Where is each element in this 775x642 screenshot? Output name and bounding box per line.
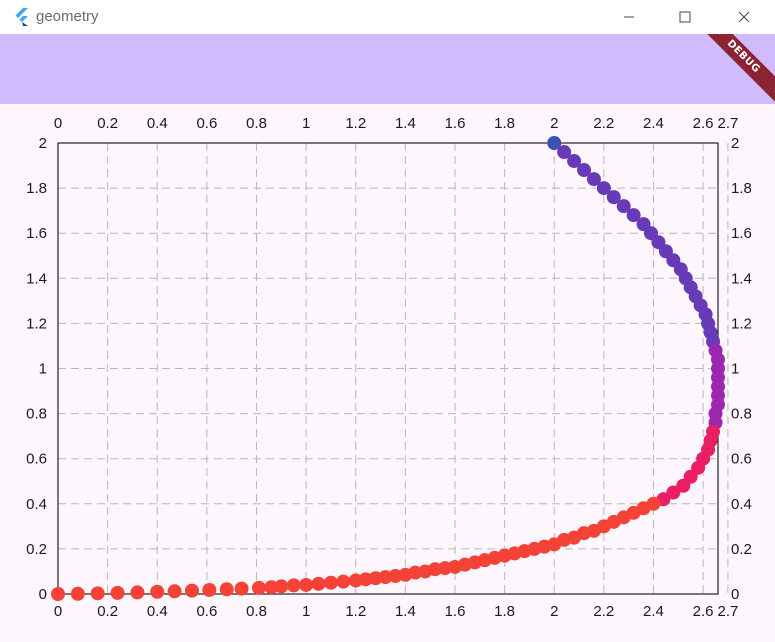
data-point: [666, 485, 681, 500]
data-point: [299, 577, 314, 592]
window-title: geometry: [36, 8, 99, 25]
close-button[interactable]: [721, 0, 767, 34]
x-tick-label-top: 0.4: [147, 115, 168, 132]
y-tick-label-left: 1.2: [26, 315, 47, 332]
x-tick-label-top: 1.4: [395, 115, 416, 132]
debug-banner: DEBUG: [694, 34, 775, 104]
y-tick-label-right: 1.6: [731, 225, 752, 242]
data-point: [311, 576, 326, 591]
data-point: [234, 581, 249, 596]
y-tick-label-left: 2: [39, 135, 47, 152]
data-point: [202, 582, 217, 597]
y-tick-label-left: 0.4: [26, 496, 47, 513]
x-tick-label-bottom: 0.6: [196, 603, 217, 620]
data-point: [110, 585, 125, 600]
data-point: [286, 578, 301, 593]
data-point: [184, 583, 199, 598]
x-tick-label-top: 2.6: [693, 115, 714, 132]
data-point: [567, 154, 582, 169]
y-tick-label-right: 1.2: [731, 315, 752, 332]
close-icon: [738, 11, 750, 23]
x-tick-label-bottom: 1.4: [395, 603, 416, 620]
data-point: [323, 575, 338, 590]
x-tick-label-bottom: 0.2: [97, 603, 118, 620]
data-point: [676, 478, 691, 493]
y-tick-label-left: 1.6: [26, 225, 47, 242]
data-point: [70, 586, 85, 601]
y-tick-label-left: 0.2: [26, 541, 47, 558]
data-point: [219, 582, 234, 597]
x-tick-label-top: 2.7: [717, 115, 738, 132]
minimize-button[interactable]: [606, 0, 652, 34]
data-point: [167, 584, 182, 599]
x-tick-label-bottom: 1.2: [345, 603, 366, 620]
data-point: [251, 580, 266, 595]
x-tick-label-bottom: 0.8: [246, 603, 267, 620]
y-tick-label-left: 1.4: [26, 270, 47, 287]
data-point: [264, 580, 279, 595]
maximize-button[interactable]: [662, 0, 708, 34]
data-point: [150, 584, 165, 599]
x-tick-label-top: 0.6: [196, 115, 217, 132]
y-tick-label-left: 1.8: [26, 180, 47, 197]
minimize-icon: [624, 16, 634, 18]
x-tick-label-bottom: 1.6: [445, 603, 466, 620]
y-tick-label-left: 0.6: [26, 451, 47, 468]
y-tick-label-right: 0.8: [731, 406, 752, 423]
y-tick-label-left: 0.8: [26, 406, 47, 423]
x-tick-label-bottom: 1: [302, 603, 310, 620]
x-tick-label-top: 2: [550, 115, 558, 132]
x-tick-label-top: 2.2: [593, 115, 614, 132]
data-point: [596, 181, 611, 196]
data-point: [606, 190, 621, 205]
y-tick-label-right: 0: [731, 586, 739, 603]
y-tick-label-right: 0.2: [731, 541, 752, 558]
y-tick-label-right: 1.4: [731, 270, 752, 287]
app-bar: DEBUG: [0, 34, 775, 104]
maximize-icon: [679, 11, 691, 23]
x-tick-label-top: 0.8: [246, 115, 267, 132]
data-point: [626, 208, 641, 223]
flutter-logo-icon: [15, 8, 28, 26]
data-point: [586, 172, 601, 187]
y-tick-label-right: 1.8: [731, 180, 752, 197]
data-point: [557, 145, 572, 160]
x-tick-label-top: 1.6: [445, 115, 466, 132]
y-tick-label-left: 0: [39, 586, 47, 603]
data-point: [130, 585, 145, 600]
data-point: [336, 574, 351, 589]
x-tick-label-top: 1: [302, 115, 310, 132]
x-tick-label-bottom: 0: [54, 603, 62, 620]
data-point: [90, 586, 105, 601]
data-point: [348, 573, 363, 588]
x-tick-label-bottom: 2.6: [693, 603, 714, 620]
x-tick-label-top: 0: [54, 115, 62, 132]
x-tick-label-top: 1.8: [494, 115, 515, 132]
x-tick-label-bottom: 2.4: [643, 603, 664, 620]
data-point: [616, 199, 631, 214]
y-tick-label-right: 2: [731, 135, 739, 152]
data-point: [51, 587, 65, 601]
y-tick-label-right: 0.4: [731, 496, 752, 513]
x-tick-label-top: 1.2: [345, 115, 366, 132]
x-tick-label-bottom: 2.7: [717, 603, 738, 620]
y-tick-label-right: 0.6: [731, 451, 752, 468]
title-bar: geometry: [0, 0, 775, 34]
data-point: [547, 136, 562, 150]
y-tick-label-right: 1: [731, 361, 739, 378]
x-tick-label-bottom: 1.8: [494, 603, 515, 620]
data-point: [577, 163, 592, 178]
x-tick-label-bottom: 2.2: [593, 603, 614, 620]
x-tick-label-top: 0.2: [97, 115, 118, 132]
y-tick-label-left: 1: [39, 361, 47, 378]
chart-area: 0 0 0.2 0.2 0.4 0.4 0.6 0.6 0.8 0.8 1 1 1.2 1.2 1.4 1.4…: [0, 104, 775, 637]
x-tick-label-bottom: 2: [550, 603, 558, 620]
x-tick-label-bottom: 0.4: [147, 603, 168, 620]
x-tick-label-top: 2.4: [643, 115, 664, 132]
scatter-chart: 000.20.20.40.40.60.60.80.8111.21.21.41.4…: [26, 115, 752, 620]
